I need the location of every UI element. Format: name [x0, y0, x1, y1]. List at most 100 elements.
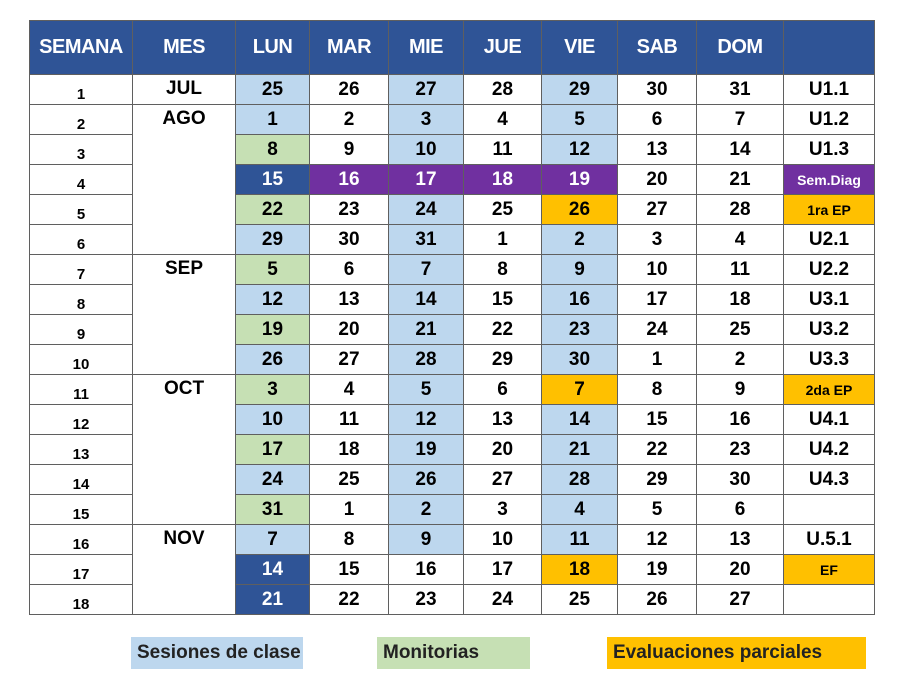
day-cell: 2 [541, 224, 618, 255]
day-cell: 10 [235, 404, 310, 435]
day-cell: 29 [617, 464, 697, 495]
day-cell: 20 [696, 554, 784, 585]
day-cell: 6 [617, 104, 697, 135]
week-number: 17 [29, 554, 133, 585]
day-cell: 16 [388, 554, 464, 585]
table-row: 15 31 1 2 3 4 5 6 [29, 494, 875, 525]
day-cell: 8 [617, 374, 697, 405]
table-row: 17 14 15 16 17 18 19 20 EF [29, 554, 875, 585]
day-cell: 31 [235, 494, 310, 525]
day-cell: 24 [617, 314, 697, 345]
day-cell: 27 [388, 74, 464, 105]
day-cell: 26 [541, 194, 618, 225]
legend-clase: Sesiones de clase [131, 637, 303, 669]
day-cell: 26 [309, 74, 389, 105]
table-row: 16 NOV 7 8 9 10 11 12 13 U.5.1 [29, 524, 875, 615]
header-cell: MIE [388, 20, 464, 75]
day-cell: 4 [541, 494, 618, 525]
day-cell: 9 [309, 134, 389, 165]
day-cell: 14 [388, 284, 464, 315]
table-row: 3 8 9 10 11 12 13 14 U1.3 [29, 134, 875, 165]
unit-cell: Sem.Diag [783, 164, 875, 195]
table-row: 7 SEP 5 6 7 8 9 10 11 U2.2 [29, 254, 875, 375]
day-cell: 10 [463, 524, 542, 555]
calendar-header: SEMANA MES LUN MAR MIE JUE VIE SAB DOM [29, 20, 875, 75]
day-cell: 9 [696, 374, 784, 405]
header-row: SEMANA MES LUN MAR MIE JUE VIE SAB DOM [29, 20, 875, 75]
table-row: 11 OCT 3 4 5 6 7 8 9 2da EP [29, 374, 875, 525]
day-cell: 1 [309, 494, 389, 525]
table-row: 14 24 25 26 27 28 29 30 U4.3 [29, 464, 875, 495]
day-cell: 2 [309, 104, 389, 135]
month-cell: OCT [132, 374, 236, 525]
day-cell: 11 [541, 524, 618, 555]
day-cell: 10 [617, 254, 697, 285]
day-cell: 28 [388, 344, 464, 375]
day-cell: 21 [388, 314, 464, 345]
day-cell: 24 [388, 194, 464, 225]
month-cell: AGO [132, 104, 236, 255]
week-number: 13 [29, 434, 133, 465]
header-cell: VIE [541, 20, 618, 75]
legend-evaluaciones: Evaluaciones parciales [607, 637, 866, 669]
day-cell: 1 [617, 344, 697, 375]
day-cell: 9 [541, 254, 618, 285]
day-cell: 4 [463, 104, 542, 135]
unit-cell: U.5.1 [783, 524, 875, 555]
day-cell: 18 [541, 554, 618, 585]
unit-cell: 2da EP [783, 374, 875, 405]
week-number: 12 [29, 404, 133, 435]
table-row: 8 12 13 14 15 16 17 18 U3.1 [29, 284, 875, 315]
day-cell: 17 [463, 554, 542, 585]
day-cell: 14 [696, 134, 784, 165]
unit-cell: U4.3 [783, 464, 875, 495]
unit-cell: U3.2 [783, 314, 875, 345]
day-cell: 27 [309, 344, 389, 375]
header-cell: MAR [309, 20, 389, 75]
week-number: 4 [29, 164, 133, 195]
day-cell: 13 [309, 284, 389, 315]
table-row: 4 15 16 17 18 19 20 21 Sem.Diag [29, 164, 875, 195]
day-cell: 26 [617, 584, 697, 615]
table-row: 9 19 20 21 22 23 24 25 U3.2 [29, 314, 875, 345]
day-cell: 13 [617, 134, 697, 165]
day-cell: 3 [235, 374, 310, 405]
day-cell: 27 [463, 464, 542, 495]
day-cell: 5 [388, 374, 464, 405]
day-cell: 31 [696, 74, 784, 105]
day-cell: 28 [541, 464, 618, 495]
day-cell: 22 [463, 314, 542, 345]
table-row: 6 29 30 31 1 2 3 4 U2.1 [29, 224, 875, 255]
table-row: 12 10 11 12 13 14 15 16 U4.1 [29, 404, 875, 435]
table-row: 2 AGO 1 2 3 4 5 6 7 U1.2 [29, 104, 875, 255]
day-cell: 11 [463, 134, 542, 165]
day-cell: 29 [235, 224, 310, 255]
day-cell: 12 [388, 404, 464, 435]
day-cell: 15 [617, 404, 697, 435]
unit-cell: U1.1 [783, 74, 875, 105]
day-cell: 29 [541, 74, 618, 105]
week-number: 16 [29, 524, 133, 555]
day-cell: 21 [541, 434, 618, 465]
day-cell: 1 [235, 104, 310, 135]
day-cell: 14 [235, 554, 310, 585]
week-number: 18 [29, 584, 133, 615]
day-cell: 4 [309, 374, 389, 405]
day-cell: 28 [463, 74, 542, 105]
day-cell: 8 [235, 134, 310, 165]
header-cell: SEMANA [29, 20, 133, 75]
day-cell: 1 [463, 224, 542, 255]
week-number: 10 [29, 344, 133, 375]
day-cell: 26 [388, 464, 464, 495]
day-cell: 29 [463, 344, 542, 375]
unit-cell: U4.1 [783, 404, 875, 435]
table-row: 1 JUL 25 26 27 28 29 30 31 U1.1 [29, 74, 875, 105]
calendar-table: SEMANA MES LUN MAR MIE JUE VIE SAB DOM 1 JUL 25 26 2… [29, 20, 875, 615]
day-cell: 3 [463, 494, 542, 525]
day-cell: 23 [696, 434, 784, 465]
header-cell [783, 20, 875, 75]
table-row: 18 21 22 23 24 25 26 27 [29, 584, 875, 615]
day-cell: 28 [696, 194, 784, 225]
day-cell: 19 [235, 314, 310, 345]
day-cell: 25 [541, 584, 618, 615]
